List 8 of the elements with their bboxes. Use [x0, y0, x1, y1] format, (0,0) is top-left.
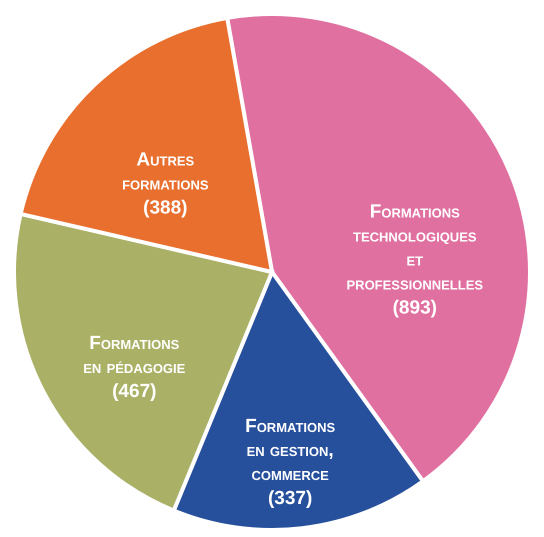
data-label: (893) — [392, 298, 437, 319]
data-label: (467) — [112, 381, 156, 402]
slice-label: Formations en pédagogie — [83, 333, 186, 378]
data-label: (388) — [143, 198, 188, 219]
slice-label: Autres formations — [122, 150, 209, 195]
slice-label: Formations en gestion, commerce — [245, 416, 336, 485]
slice-label: Formations technologiques et professionnelles — [346, 202, 484, 295]
data-label: (337) — [268, 488, 312, 509]
